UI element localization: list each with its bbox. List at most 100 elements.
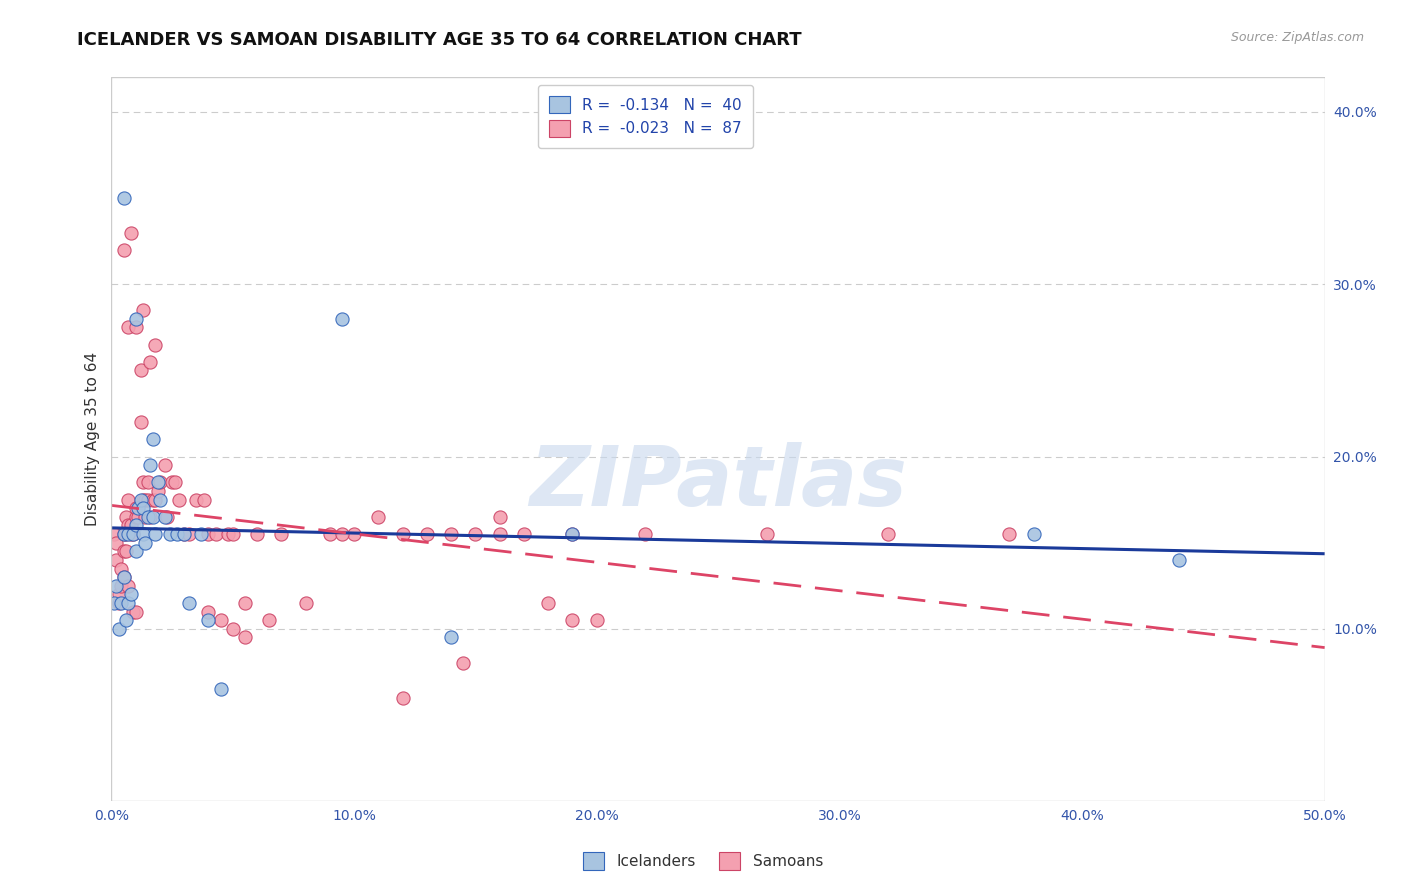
Point: [103, 527, 125, 541]
Point: [143, 492, 166, 507]
Point: [124, 544, 146, 558]
Point: [124, 311, 146, 326]
Point: [257, 613, 280, 627]
Point: [416, 527, 439, 541]
Point: [139, 458, 162, 472]
Point: [233, 596, 256, 610]
Point: [177, 596, 200, 610]
Point: [142, 492, 165, 507]
Point: [561, 527, 583, 541]
Point: [120, 226, 142, 240]
Text: ZIPatlas: ZIPatlas: [529, 442, 907, 524]
Point: [142, 509, 165, 524]
Point: [120, 527, 142, 541]
Point: [115, 527, 138, 541]
Point: [112, 570, 135, 584]
Point: [1168, 553, 1191, 567]
Point: [105, 553, 128, 567]
Point: [163, 475, 186, 490]
Point: [132, 492, 155, 507]
Point: [1022, 527, 1045, 541]
Point: [122, 527, 145, 541]
Point: [204, 527, 226, 541]
Point: [129, 492, 152, 507]
Point: [107, 587, 129, 601]
Point: [134, 509, 156, 524]
Point: [197, 527, 219, 541]
Point: [129, 415, 152, 429]
Point: [634, 527, 657, 541]
Point: [115, 509, 138, 524]
Point: [173, 527, 195, 541]
Point: [488, 509, 510, 524]
Point: [110, 579, 132, 593]
Point: [209, 613, 232, 627]
Point: [117, 492, 139, 507]
Point: [197, 613, 219, 627]
Point: [136, 509, 159, 524]
Point: [319, 527, 342, 541]
Point: [122, 605, 145, 619]
Point: [139, 355, 162, 369]
Point: [112, 544, 135, 558]
Point: [103, 596, 125, 610]
Point: [120, 587, 142, 601]
Point: [105, 579, 128, 593]
Point: [222, 527, 245, 541]
Point: [330, 527, 353, 541]
Point: [330, 311, 353, 326]
Point: [209, 682, 232, 697]
Point: [107, 596, 129, 610]
Point: [117, 579, 139, 593]
Point: [132, 475, 155, 490]
Point: [129, 363, 152, 377]
Point: [585, 613, 607, 627]
Point: [136, 475, 159, 490]
Point: [143, 527, 166, 541]
Point: [173, 527, 195, 541]
Point: [186, 492, 208, 507]
Point: [561, 613, 583, 627]
Point: [294, 596, 316, 610]
Point: [166, 527, 188, 541]
Point: [488, 527, 510, 541]
Point: [877, 527, 900, 541]
Point: [112, 243, 135, 257]
Point: [440, 631, 463, 645]
Point: [246, 527, 269, 541]
Point: [146, 483, 169, 498]
Point: [124, 320, 146, 334]
Point: [124, 509, 146, 524]
Point: [142, 432, 165, 446]
Point: [105, 535, 128, 549]
Point: [160, 475, 183, 490]
Point: [755, 527, 778, 541]
Point: [134, 535, 156, 549]
Point: [193, 492, 215, 507]
Point: [132, 303, 155, 318]
Point: [451, 657, 474, 671]
Point: [217, 527, 239, 541]
Point: [115, 544, 138, 558]
Point: [112, 191, 135, 205]
Point: [120, 518, 142, 533]
Point: [149, 492, 172, 507]
Point: [136, 492, 159, 507]
Point: [132, 527, 155, 541]
Point: [132, 501, 155, 516]
Point: [222, 622, 245, 636]
Point: [153, 509, 176, 524]
Point: [112, 527, 135, 541]
Point: [139, 509, 162, 524]
Point: [146, 475, 169, 490]
Point: [117, 320, 139, 334]
Point: [169, 492, 191, 507]
Point: [124, 605, 146, 619]
Point: [134, 492, 156, 507]
Point: [343, 527, 366, 541]
Point: [124, 501, 146, 516]
Point: [122, 527, 145, 541]
Point: [127, 509, 149, 524]
Point: [117, 596, 139, 610]
Point: [464, 527, 486, 541]
